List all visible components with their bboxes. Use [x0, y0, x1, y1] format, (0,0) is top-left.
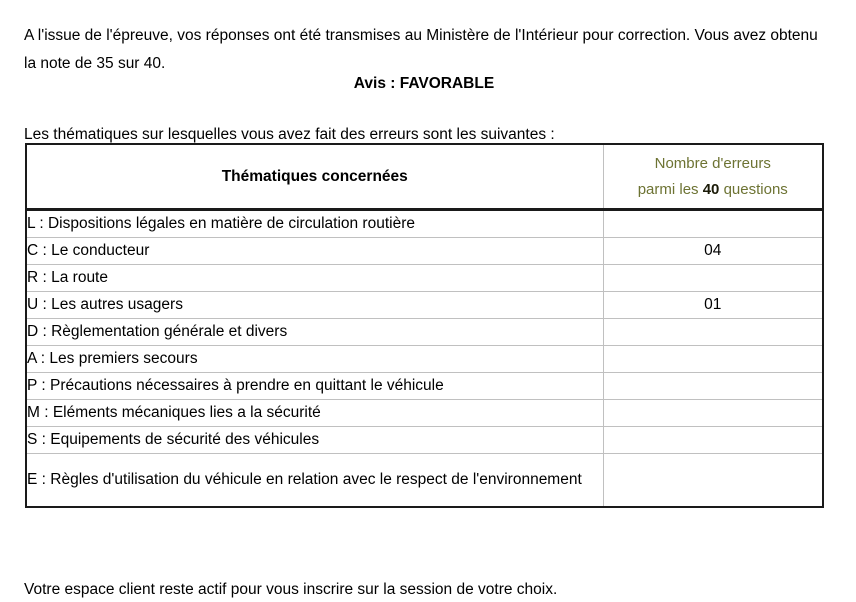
error-count-cell-d — [602, 318, 824, 346]
theme-cell-d: D : Règlementation générale et divers — [25, 318, 604, 346]
error-count-header-line2-suffix: questions — [719, 180, 788, 198]
table-row: R : La route — [25, 264, 824, 292]
error-count-header-line1: Nombre d'erreurs — [654, 154, 771, 172]
theme-cell-u: U : Les autres usagers — [25, 291, 604, 319]
table-head: Thématiques concernées Nombre d'erreurs … — [25, 143, 824, 211]
table-body: L : Dispositions légales en matière de c… — [25, 209, 824, 508]
error-count-cell-s — [602, 426, 824, 454]
table-row: L : Dispositions légales en matière de c… — [25, 209, 824, 238]
footer-note: Votre espace client reste actif pour vou… — [24, 580, 558, 598]
error-themes-table-wrapper: Thématiques concernées Nombre d'erreurs … — [25, 143, 824, 508]
table-row: C : Le conducteur 04 — [25, 237, 824, 265]
theme-cell-s: S : Equipements de sécurité des véhicule… — [25, 426, 604, 454]
theme-cell-p: P : Précautions nécessaires à prendre en… — [25, 372, 604, 400]
table-row: P : Précautions nécessaires à prendre en… — [25, 372, 824, 400]
theme-cell-m: M : Eléments mécaniques lies a la sécuri… — [25, 399, 604, 427]
table-header-row: Thématiques concernées Nombre d'erreurs … — [25, 143, 824, 211]
table-row: A : Les premiers secours — [25, 345, 824, 373]
themes-lead-in-text: Les thématiques sur lesquelles vous avez… — [24, 125, 555, 143]
theme-cell-l: L : Dispositions légales en matière de c… — [25, 209, 604, 238]
column-header-themes: Thématiques concernées — [25, 143, 604, 211]
error-count-cell-r — [602, 264, 824, 292]
error-count-cell-m — [602, 399, 824, 427]
error-themes-table: Thématiques concernées Nombre d'erreurs … — [25, 143, 824, 508]
avis-heading: Avis : FAVORABLE — [353, 75, 495, 92]
error-count-cell-u: 01 — [602, 291, 824, 319]
column-header-error-count: Nombre d'erreurs parmi les 40 questions — [602, 143, 824, 211]
error-count-header-line2-prefix: parmi les — [637, 180, 703, 198]
error-count-cell-c: 04 — [602, 237, 824, 265]
theme-cell-c: C : Le conducteur — [25, 237, 604, 265]
table-row: U : Les autres usagers 01 — [25, 291, 824, 319]
theme-cell-a: A : Les premiers secours — [25, 345, 604, 373]
table-row: D : Règlementation générale et divers — [25, 318, 824, 346]
error-count-cell-a — [602, 345, 824, 373]
error-count-header-total: 40 — [702, 180, 720, 198]
intro-paragraph: A l'issue de l'épreuve, vos réponses ont… — [24, 26, 818, 72]
theme-cell-r: R : La route — [25, 264, 604, 292]
table-row: S : Equipements de sécurité des véhicule… — [25, 426, 824, 454]
error-count-cell-e — [602, 453, 824, 508]
table-row: E : Règles d'utilisation du véhicule en … — [25, 453, 824, 508]
error-count-cell-l — [602, 209, 824, 238]
table-row: M : Eléments mécaniques lies a la sécuri… — [25, 399, 824, 427]
error-count-cell-p — [602, 372, 824, 400]
theme-cell-e: E : Règles d'utilisation du véhicule en … — [25, 453, 604, 508]
